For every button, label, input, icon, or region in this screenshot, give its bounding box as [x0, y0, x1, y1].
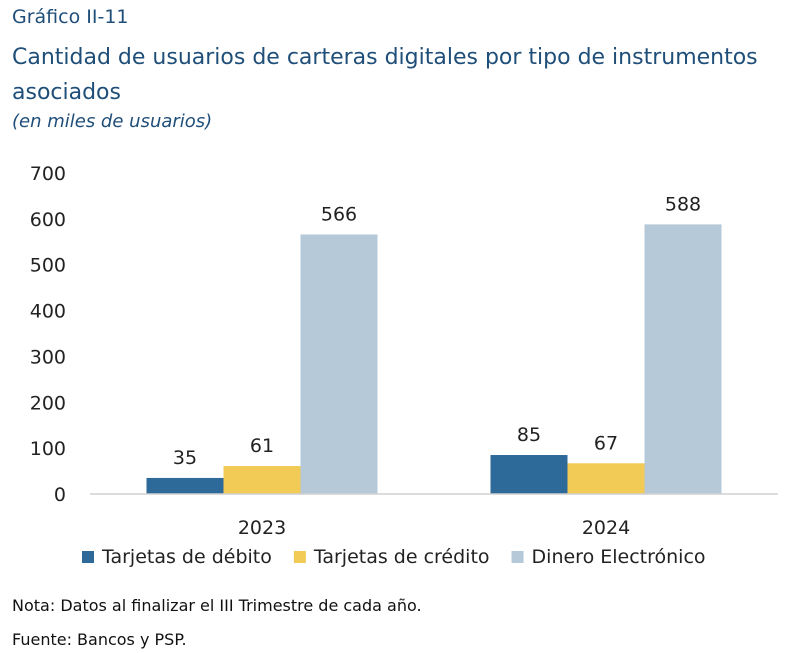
data-labels: 35 61 566 85 67 588 — [173, 193, 701, 469]
legend: Tarjetas de débito Tarjetas de crédito Din… — [82, 546, 706, 568]
legend-label: Tarjetas de débito — [101, 546, 272, 568]
data-label: 61 — [250, 435, 274, 457]
y-tick-label: 100 — [30, 438, 66, 460]
bar — [644, 224, 722, 495]
x-tick-label: 2023 — [238, 517, 286, 539]
bars — [146, 224, 722, 495]
y-tick-label: 500 — [30, 255, 66, 277]
data-label: 85 — [517, 424, 541, 446]
y-tick-label: 700 — [30, 163, 66, 185]
y-tick-label: 400 — [30, 301, 66, 323]
bar — [300, 234, 378, 494]
y-tick-label: 200 — [30, 392, 66, 414]
source-note: Fuente: Bancos y PSP. — [12, 630, 187, 649]
legend-swatch — [293, 551, 306, 563]
y-tick-label: 0 — [54, 484, 66, 506]
legend-swatch — [82, 551, 94, 563]
data-label: 588 — [665, 193, 701, 215]
chart-kicker: Gráfico II-11 — [12, 6, 129, 28]
data-label: 35 — [173, 447, 197, 469]
bar — [146, 477, 224, 494]
y-tick-label: 300 — [30, 346, 66, 368]
y-axis: 0 100 200 300 400 500 600 700 — [30, 163, 66, 506]
bar — [223, 466, 301, 494]
bar — [567, 463, 645, 494]
data-label: 566 — [321, 203, 357, 225]
legend-label: Tarjetas de crédito — [313, 546, 490, 568]
x-axis: 2023 2024 — [90, 493, 778, 539]
x-tick-label: 2024 — [582, 517, 630, 539]
chart-title: Cantidad de usuarios de carteras digital… — [12, 45, 758, 105]
legend-label: Dinero Electrónico — [532, 546, 706, 568]
legend-swatch — [511, 551, 524, 563]
bar-chart: 0 100 200 300 400 500 600 700 35 61 566 85 67 588 20… — [30, 163, 778, 568]
data-label: 67 — [594, 432, 618, 454]
bar — [490, 455, 568, 494]
y-tick-label: 600 — [30, 209, 66, 231]
footnote: Nota: Datos al finalizar el III Trimestr… — [12, 596, 422, 615]
chart-subtitle: (en miles de usuarios) — [12, 111, 213, 132]
